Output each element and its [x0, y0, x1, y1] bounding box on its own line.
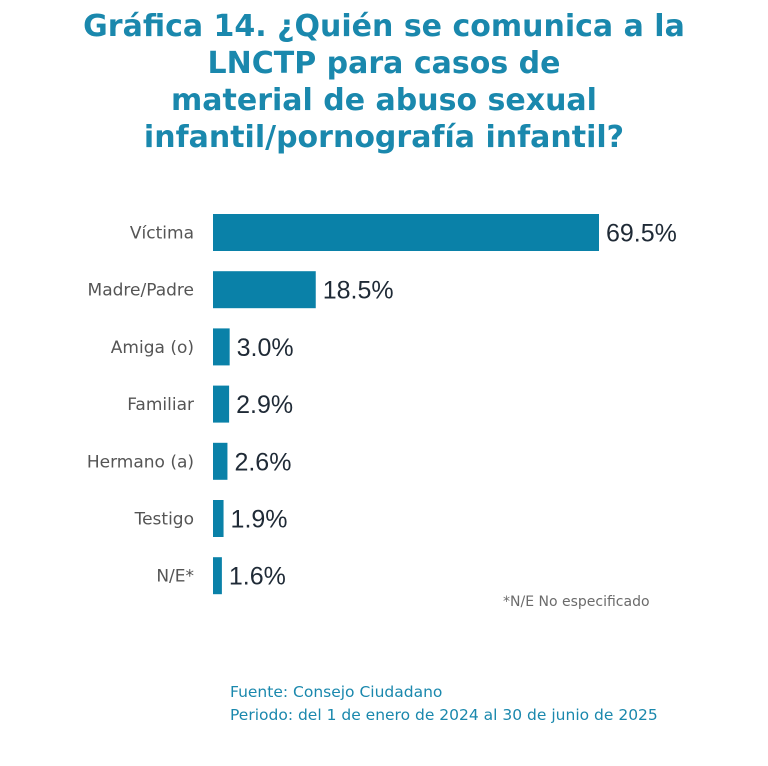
chart-title-line-2: LNCTP para casos de: [207, 46, 561, 81]
value-label-6: 1.6%: [229, 563, 286, 591]
category-label-5: Testigo: [134, 510, 194, 530]
bar-1: [213, 271, 316, 309]
footnote-ne: *N/E No especificado: [503, 594, 650, 610]
chart-title-line-3: material de abuso sexual: [171, 83, 597, 118]
value-label-1: 18.5%: [323, 277, 394, 305]
source-text: Fuente: Consejo Ciudadano: [230, 683, 443, 701]
chart-title-line-1: Gráfica 14. ¿Quién se comunica a la: [83, 9, 685, 44]
category-label-1: Madre/Padre: [88, 281, 194, 301]
bar-0: [213, 214, 599, 251]
category-label-3: Familiar: [127, 395, 194, 415]
value-label-2: 3.0%: [237, 334, 294, 362]
chart-title: Gráfica 14. ¿Quién se comunica a la LNCT…: [40, 8, 728, 156]
source-footer: Fuente: Consejo Ciudadano Periodo: del 1…: [230, 681, 658, 727]
bar-6: [213, 557, 222, 595]
chart-title-line-4: infantil/pornografía infantil?: [143, 120, 625, 155]
period-text: Periodo: del 1 de enero de 2024 al 30 de…: [230, 706, 658, 724]
category-label-4: Hermano (a): [87, 452, 194, 472]
bar-5: [213, 500, 224, 537]
category-label-0: Víctima: [130, 224, 194, 244]
bar-2: [213, 328, 230, 366]
category-label-2: Amiga (o): [111, 338, 194, 358]
value-label-3: 2.9%: [236, 391, 293, 419]
bar-4: [213, 442, 228, 480]
bar-3: [213, 385, 230, 423]
value-label-0: 69.5%: [606, 220, 677, 248]
value-label-5: 1.9%: [231, 506, 288, 534]
value-label-4: 2.6%: [234, 448, 291, 476]
category-label-6: N/E*: [156, 567, 194, 587]
